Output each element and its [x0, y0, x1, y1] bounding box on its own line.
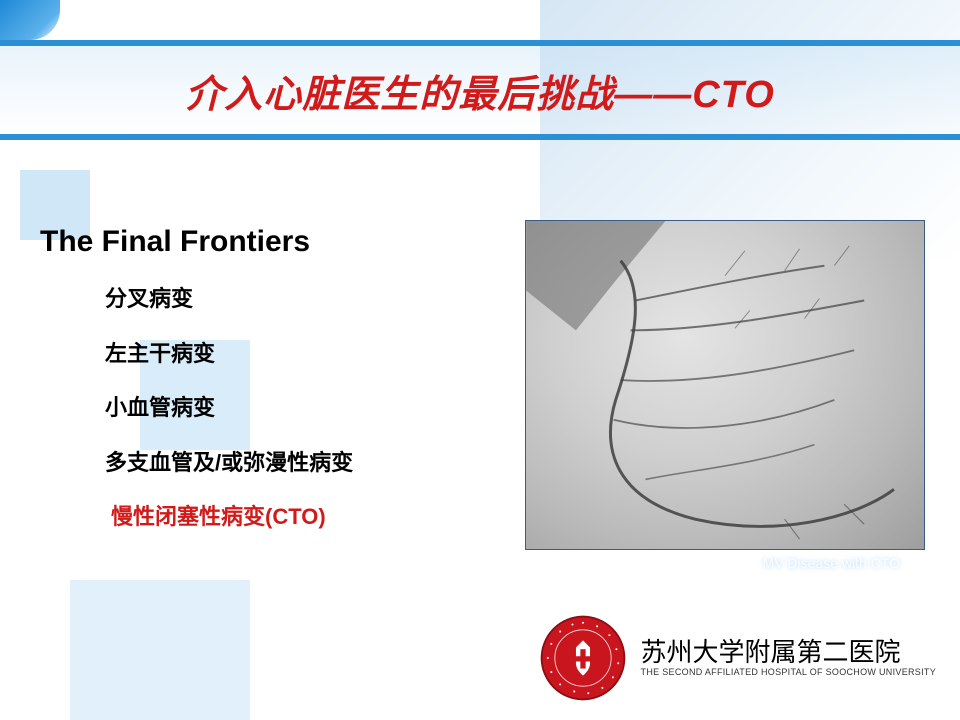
hospital-name-cn: 苏州大学附属第二医院 [641, 639, 936, 668]
bullet-list: 分叉病变 左主干病变 小血管病变 多支血管及/或弥漫性病变 慢性闭塞性病变(CT… [105, 285, 485, 558]
hospital-name: 苏州大学附属第二医院 THE SECOND AFFILIATED HOSPITA… [641, 639, 936, 678]
hospital-name-en: THE SECOND AFFILIATED HOSPITAL OF SOOCHO… [641, 667, 936, 677]
list-item: 小血管病变 [105, 394, 485, 423]
subtitle: The Final Frontiers [40, 225, 310, 259]
list-item-emphasis: 慢性闭塞性病变(CTO) [111, 503, 485, 532]
angiogram-image [525, 220, 925, 550]
angiogram-caption: MV Disease with CTO [763, 555, 900, 571]
slide: 介入心脏医生的最后挑战——CTO The Final Frontiers 分叉病… [0, 0, 960, 720]
background-square [70, 580, 250, 720]
hospital-logo-block: 苏州大学附属第二医院 THE SECOND AFFILIATED HOSPITA… [539, 614, 936, 702]
hospital-seal-icon [539, 614, 627, 702]
corner-accent [0, 0, 60, 40]
angiogram-svg [526, 221, 924, 549]
page-title: 介入心脏医生的最后挑战——CTO [185, 63, 775, 118]
list-item: 分叉病变 [105, 285, 485, 314]
title-bar: 介入心脏医生的最后挑战——CTO [0, 40, 960, 140]
list-item: 左主干病变 [105, 340, 485, 369]
list-item: 多支血管及/或弥漫性病变 [105, 449, 485, 478]
